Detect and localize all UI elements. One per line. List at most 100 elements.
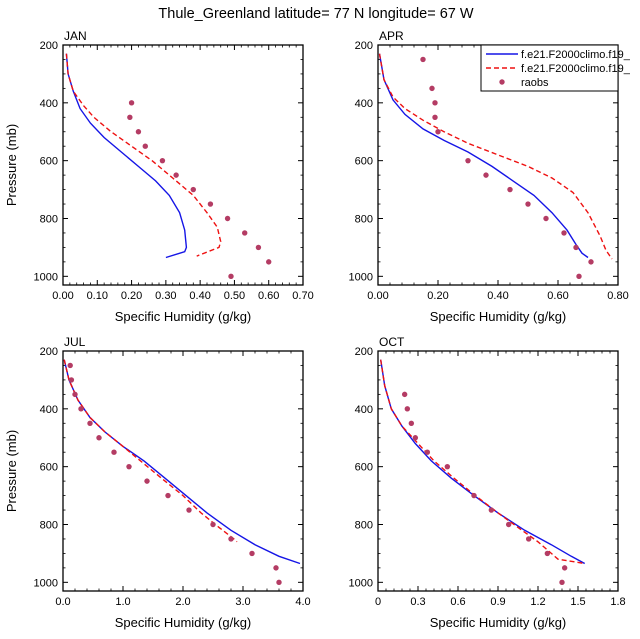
raobs-point	[424, 449, 431, 455]
x-tick-label: 4.0	[295, 596, 310, 608]
y-tick-label: 1000	[349, 271, 373, 283]
raobs-point	[507, 186, 513, 193]
raobs-point	[525, 201, 531, 207]
y-tick-label: 600	[40, 462, 58, 474]
legend-label: f.e21.F2000climo.f19_	[521, 49, 631, 61]
raobs-point	[144, 478, 150, 484]
x-tick-label: 1.5	[570, 596, 585, 608]
x-tick-label: 0.0	[55, 596, 70, 608]
panel-oct: 0 0.3 0.6 0.9 1.2 1.5 1.8 200 400 600 800 1000 OCT Sp…	[349, 335, 626, 630]
raobs-point	[561, 230, 567, 236]
x-tick-label: 3.0	[235, 596, 250, 608]
raobs-point	[276, 579, 282, 586]
x-axis-label: Specific Humidity (g/kg)	[115, 309, 252, 324]
raobs-point	[432, 100, 438, 106]
raobs-point	[142, 143, 148, 149]
x-tick-label: 0.6	[450, 596, 465, 608]
raobs-point	[444, 463, 451, 470]
y-tick-label: 600	[355, 156, 373, 168]
legend: f.e21.F2000climo.f19_ f.e21.F2000climo.f1…	[480, 44, 631, 92]
x-tick-label: 0	[375, 596, 381, 608]
raobs-point	[210, 521, 216, 528]
x-tick-label: 0.80	[607, 290, 628, 302]
x-tick-label: 0.20	[121, 290, 142, 302]
x-tick-label: 0.10	[87, 290, 108, 302]
series-line-model-1	[378, 53, 589, 259]
raobs-point	[273, 565, 279, 571]
x-tick-label: 0.20	[427, 290, 448, 302]
raobs-point	[559, 579, 565, 586]
raobs-point	[543, 215, 549, 222]
raobs-point	[190, 186, 196, 193]
series-line-model-2	[65, 53, 222, 257]
y-axis-label: Pressure (mb)	[4, 124, 19, 206]
y-tick-label: 200	[355, 346, 373, 358]
x-tick-label: 0.9	[490, 596, 505, 608]
y-tick-label: 800	[40, 519, 58, 531]
y-tick-label: 200	[40, 40, 58, 52]
raobs-point	[435, 129, 441, 135]
y-tick-label: 400	[40, 404, 58, 416]
y-tick-label: 1000	[349, 577, 373, 589]
raobs-point	[111, 449, 117, 455]
raobs-point	[404, 406, 411, 412]
raobs-point	[505, 521, 512, 528]
month-label: APR	[379, 29, 404, 43]
figure-title: Thule_Greenland latitude= 77 N longitude…	[158, 6, 473, 22]
x-tick-label: 2.0	[175, 596, 190, 608]
raobs-point	[420, 56, 426, 63]
x-tick-label: 0.60	[258, 290, 279, 302]
series-line-model-1	[65, 53, 188, 259]
month-label: JUL	[64, 335, 86, 349]
y-tick-label: 400	[355, 404, 373, 416]
series-line-model-2	[63, 359, 238, 543]
raobs-point	[207, 201, 214, 207]
x-tick-label: 0.40	[189, 290, 210, 302]
x-axis-label: Specific Humidity (g/kg)	[115, 615, 252, 630]
raobs-point	[544, 550, 551, 557]
plot-frame	[377, 350, 619, 592]
x-tick-label: 0.00	[367, 290, 388, 302]
y-tick-label: 200	[40, 346, 58, 358]
legend-label: f.e21.F2000climo.f19_	[521, 63, 631, 75]
y-tick-label: 800	[355, 519, 373, 531]
y-tick-label: 1000	[34, 577, 58, 589]
y-tick-label: 800	[355, 213, 373, 225]
raobs-point	[471, 492, 477, 499]
series-line-model-2	[380, 359, 585, 565]
raobs-point	[165, 492, 171, 499]
x-tick-label: 0.50	[224, 290, 245, 302]
panel-jan: 0.00 0.10 0.20 0.30 0.40 0.50 0.60 0.70 200 400 60…	[4, 29, 314, 324]
raobs-point	[588, 259, 594, 265]
legend-marker	[499, 79, 505, 85]
y-tick-label: 800	[40, 213, 58, 225]
raobs-point	[135, 129, 142, 135]
x-tick-label: 0.00	[52, 290, 73, 302]
plot-frame	[62, 350, 304, 592]
raobs-point	[87, 420, 93, 426]
raobs-point	[573, 244, 579, 251]
raobs-point	[72, 391, 78, 398]
raobs-point	[255, 244, 262, 251]
x-axis-label: Specific Humidity (g/kg)	[430, 309, 567, 324]
raobs-point	[128, 100, 135, 106]
raobs-point	[78, 406, 84, 412]
raobs-point	[266, 259, 272, 265]
raobs-point	[408, 420, 415, 426]
raobs-point	[412, 435, 419, 441]
panels: 0.00 0.10 0.20 0.30 0.40 0.50 0.60 0.7020040060…	[4, 29, 629, 630]
raobs-point	[224, 215, 231, 222]
raobs-point	[67, 362, 73, 369]
raobs-point	[126, 463, 132, 470]
y-tick-label: 200	[355, 40, 373, 52]
y-tick-label: 1000	[34, 271, 58, 283]
raobs-point	[96, 435, 102, 441]
raobs-point	[561, 565, 568, 571]
x-tick-label: 0.70	[292, 290, 313, 302]
y-axis-label: Pressure (mb)	[4, 430, 19, 512]
series-line-model-2	[378, 53, 613, 260]
y-tick-label: 600	[40, 156, 58, 168]
y-tick-label: 400	[355, 98, 373, 110]
legend-label: raobs	[521, 77, 549, 89]
raobs-point	[186, 507, 192, 513]
